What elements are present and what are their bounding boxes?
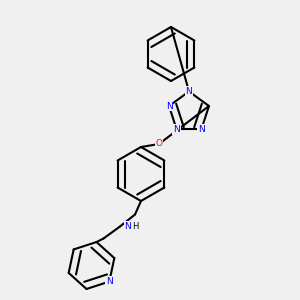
Text: N: N [106,277,113,286]
Text: N: N [166,101,172,110]
Text: N: N [198,125,205,134]
Text: N: N [124,222,131,231]
Text: N: N [186,87,192,96]
Text: N: N [173,125,180,134]
Text: O: O [155,140,163,148]
Text: H: H [132,222,138,231]
